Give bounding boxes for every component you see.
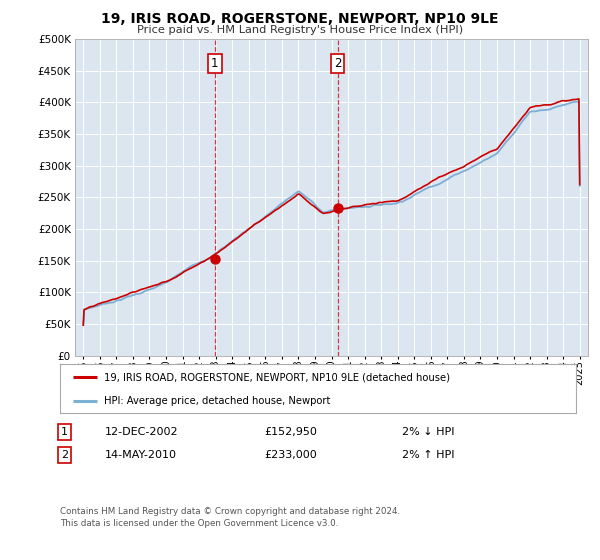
Text: Contains HM Land Registry data © Crown copyright and database right 2024.
This d: Contains HM Land Registry data © Crown c… [60,507,400,528]
Text: 2% ↓ HPI: 2% ↓ HPI [402,427,455,437]
Text: £233,000: £233,000 [264,450,317,460]
Text: HPI: Average price, detached house, Newport: HPI: Average price, detached house, Newp… [104,396,330,406]
Text: Price paid vs. HM Land Registry's House Price Index (HPI): Price paid vs. HM Land Registry's House … [137,25,463,35]
Text: 19, IRIS ROAD, ROGERSTONE, NEWPORT, NP10 9LE (detached house): 19, IRIS ROAD, ROGERSTONE, NEWPORT, NP10… [104,372,450,382]
Text: 12-DEC-2002: 12-DEC-2002 [105,427,179,437]
Text: £152,950: £152,950 [264,427,317,437]
Text: 2: 2 [61,450,68,460]
Text: 1: 1 [211,57,218,70]
Text: 2: 2 [334,57,341,70]
Text: 1: 1 [61,427,68,437]
Text: 14-MAY-2010: 14-MAY-2010 [105,450,177,460]
Text: 2% ↑ HPI: 2% ↑ HPI [402,450,455,460]
Text: 19, IRIS ROAD, ROGERSTONE, NEWPORT, NP10 9LE: 19, IRIS ROAD, ROGERSTONE, NEWPORT, NP10… [101,12,499,26]
